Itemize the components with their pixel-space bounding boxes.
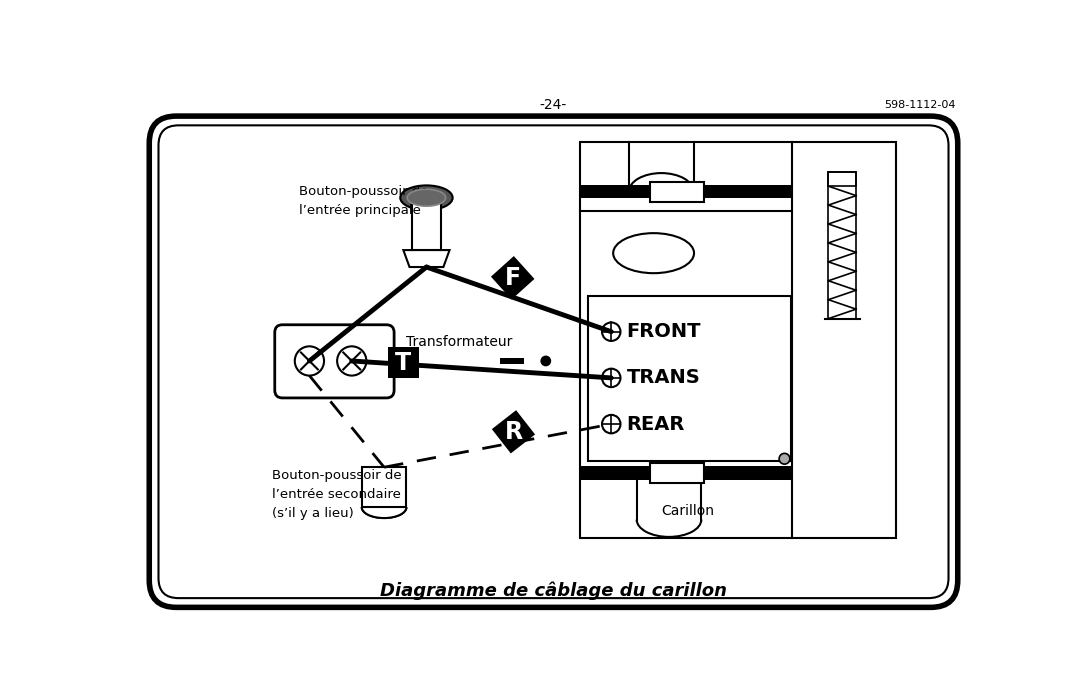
Bar	[828, 172, 856, 318]
Bar	[828, 172, 856, 186]
Circle shape	[540, 355, 551, 366]
Ellipse shape	[362, 496, 406, 518]
Bar	[580, 466, 653, 480]
Text: Bouton-poussoir de
l’entrée principale: Bouton-poussoir de l’entrée principale	[299, 185, 429, 217]
Text: REAR: REAR	[626, 415, 685, 433]
Bar	[650, 181, 704, 202]
Circle shape	[337, 346, 366, 376]
Bar	[580, 142, 896, 538]
Circle shape	[602, 369, 621, 387]
Text: 598-1112-04: 598-1112-04	[883, 101, 956, 110]
Text: FRONT: FRONT	[626, 322, 701, 341]
Bar	[580, 185, 653, 198]
Text: Bouton-poussoir de
l’entrée secondaire
(s’il y a lieu): Bouton-poussoir de l’entrée secondaire (…	[272, 469, 402, 520]
Bar	[704, 185, 793, 198]
Text: -24-: -24-	[540, 98, 567, 112]
Bar	[411, 202, 441, 250]
Text: TRANS: TRANS	[626, 369, 701, 387]
Text: R: R	[504, 419, 523, 444]
Text: Transformateur: Transformateur	[406, 335, 512, 349]
Circle shape	[295, 346, 324, 376]
Polygon shape	[403, 250, 449, 267]
Text: T: T	[395, 350, 411, 375]
Bar	[491, 256, 535, 299]
Bar	[650, 463, 704, 482]
Circle shape	[602, 415, 621, 433]
Bar	[388, 347, 419, 378]
Bar	[589, 295, 791, 461]
Bar	[500, 358, 524, 364]
Text: Diagramme de câblage du carillon: Diagramme de câblage du carillon	[380, 581, 727, 600]
Ellipse shape	[401, 186, 453, 210]
Ellipse shape	[407, 189, 446, 206]
Circle shape	[779, 454, 789, 464]
Text: Carillon: Carillon	[662, 504, 715, 518]
Circle shape	[602, 322, 621, 341]
Bar	[704, 466, 793, 480]
Bar	[362, 467, 406, 507]
Bar	[491, 410, 535, 454]
Text: F: F	[504, 266, 521, 290]
